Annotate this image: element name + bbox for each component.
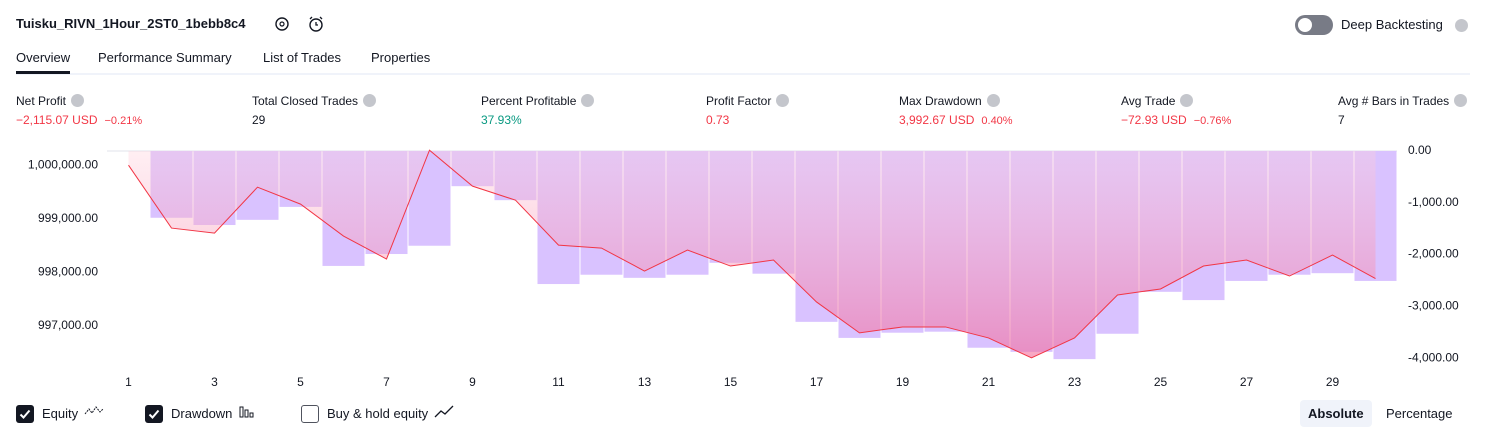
info-icon[interactable] — [1454, 94, 1468, 107]
metric-value: −2,115.07 USD −0.21% — [16, 113, 142, 127]
metric-value: 7 — [1338, 113, 1345, 127]
tab[interactable]: Properties — [371, 50, 431, 65]
metric-label: Net Profit — [16, 94, 85, 108]
metric-value-text: 37.93% — [481, 113, 522, 127]
scale-button[interactable]: Absolute — [1300, 400, 1372, 427]
metric-sub: −0.76% — [1193, 115, 1232, 127]
deep-backtesting-label: Deep Backtesting — [1341, 17, 1443, 32]
checkbox[interactable] — [301, 405, 319, 423]
metric-label: Profit Factor — [706, 94, 790, 108]
info-icon[interactable] — [776, 94, 790, 107]
metric-label-text: Percent Profitable — [481, 94, 577, 108]
x-tick-label: 23 — [1068, 375, 1082, 389]
x-tick-label: 25 — [1154, 375, 1168, 389]
info-icon[interactable] — [1180, 94, 1194, 107]
metric-value: −72.93 USD −0.76% — [1121, 113, 1231, 127]
metric-label-text: Avg # Bars in Trades — [1338, 94, 1450, 108]
checkbox[interactable] — [16, 405, 34, 423]
x-tick-label: 19 — [896, 375, 910, 389]
equity-line — [128, 149, 1376, 359]
metric-label: Total Closed Trades — [252, 94, 377, 108]
metric-value-text: 7 — [1338, 113, 1345, 127]
scale-button[interactable]: Percentage — [1386, 406, 1453, 421]
metric-value-text: 3,992.67 USD — [899, 113, 975, 127]
y-tick-label: 1,000,000.00 — [28, 157, 98, 171]
legend-glyph — [239, 406, 254, 418]
check-mark — [19, 409, 31, 419]
legend-label: Drawdown — [171, 406, 233, 421]
metric-label: Avg # Bars in Trades — [1338, 94, 1468, 108]
tab[interactable]: Performance Summary — [98, 50, 232, 65]
info-icon[interactable] — [71, 94, 85, 107]
y2-tick-label: 0.00 — [1408, 143, 1432, 157]
y2-tick-label: -4,000.00 — [1408, 350, 1459, 364]
x-tick-label: 29 — [1326, 375, 1340, 389]
x-tick-label: 1 — [125, 375, 132, 389]
legend-label: Buy & hold equity — [327, 406, 429, 421]
info-icon[interactable] — [986, 94, 1000, 107]
metric-label-text: Total Closed Trades — [252, 94, 359, 108]
x-tick-label: 17 — [810, 375, 824, 389]
title-icons[interactable] — [274, 15, 334, 33]
info-icon[interactable] — [363, 94, 377, 107]
metric-label: Max Drawdown — [899, 94, 1000, 108]
y-tick-label: 997,000.00 — [38, 318, 98, 332]
checkbox[interactable] — [145, 405, 163, 423]
x-tick-label: 5 — [297, 375, 304, 389]
active-tab-underline — [16, 71, 70, 74]
metric-value-text: 0.73 — [706, 113, 730, 127]
metric-sub: 0.40% — [981, 115, 1013, 127]
y2-tick-label: -1,000.00 — [1408, 195, 1459, 209]
legend-glyph — [434, 405, 454, 418]
x-tick-label: 15 — [724, 375, 738, 389]
legend-icon — [238, 404, 260, 425]
tab[interactable]: List of Trades — [263, 50, 342, 65]
tab-divider — [16, 73, 1470, 75]
metric-value: 0.73 — [706, 113, 729, 127]
y-tick-label: 999,000.00 — [38, 211, 98, 225]
metric-label: Avg Trade — [1121, 94, 1194, 108]
metric-label-text: Net Profit — [16, 94, 67, 108]
help-icon[interactable] — [1455, 19, 1468, 32]
deep-backtesting-toggle[interactable] — [1295, 15, 1333, 35]
legend-icon — [434, 404, 456, 425]
x-tick-label: 11 — [552, 375, 565, 389]
metric-value-text: −2,115.07 USD — [16, 113, 98, 127]
metric-value: 37.93% — [481, 113, 522, 127]
tab[interactable]: Overview — [16, 50, 71, 65]
metric-sub: −0.21% — [104, 115, 143, 127]
y2-tick-label: -2,000.00 — [1408, 247, 1459, 261]
x-tick-label: 3 — [211, 375, 218, 389]
x-tick-label: 9 — [469, 375, 476, 389]
metric-label-text: Avg Trade — [1121, 94, 1176, 108]
metric-value: 29 — [252, 113, 265, 127]
metric-label: Percent Profitable — [481, 94, 595, 108]
info-icon[interactable] — [581, 94, 595, 107]
metric-label-text: Max Drawdown — [899, 94, 982, 108]
metric-value: 3,992.67 USD 0.40% — [899, 113, 1013, 127]
equity-area — [128, 150, 1376, 358]
legend-icon — [84, 404, 106, 425]
x-tick-label: 7 — [383, 375, 390, 389]
chart: 1,000,000.00 999,000.00 998,000.00 997,000.… — [28, 143, 1459, 389]
strategy-title: Tuisku_RIVN_1Hour_2ST0_1bebb8c4 — [16, 16, 246, 31]
legend-glyph — [84, 406, 104, 415]
x-tick-label: 27 — [1240, 375, 1254, 389]
metric-value-text: −72.93 USD — [1121, 113, 1187, 127]
metric-value-text: 29 — [252, 113, 266, 127]
metric-label-text: Profit Factor — [706, 94, 772, 108]
x-tick-label: 13 — [638, 375, 652, 389]
y2-tick-label: -3,000.00 — [1408, 298, 1459, 312]
check-mark — [148, 409, 160, 419]
x-tick-label: 21 — [982, 375, 996, 389]
y-tick-label: 998,000.00 — [38, 265, 98, 279]
legend-label: Equity — [42, 406, 79, 421]
